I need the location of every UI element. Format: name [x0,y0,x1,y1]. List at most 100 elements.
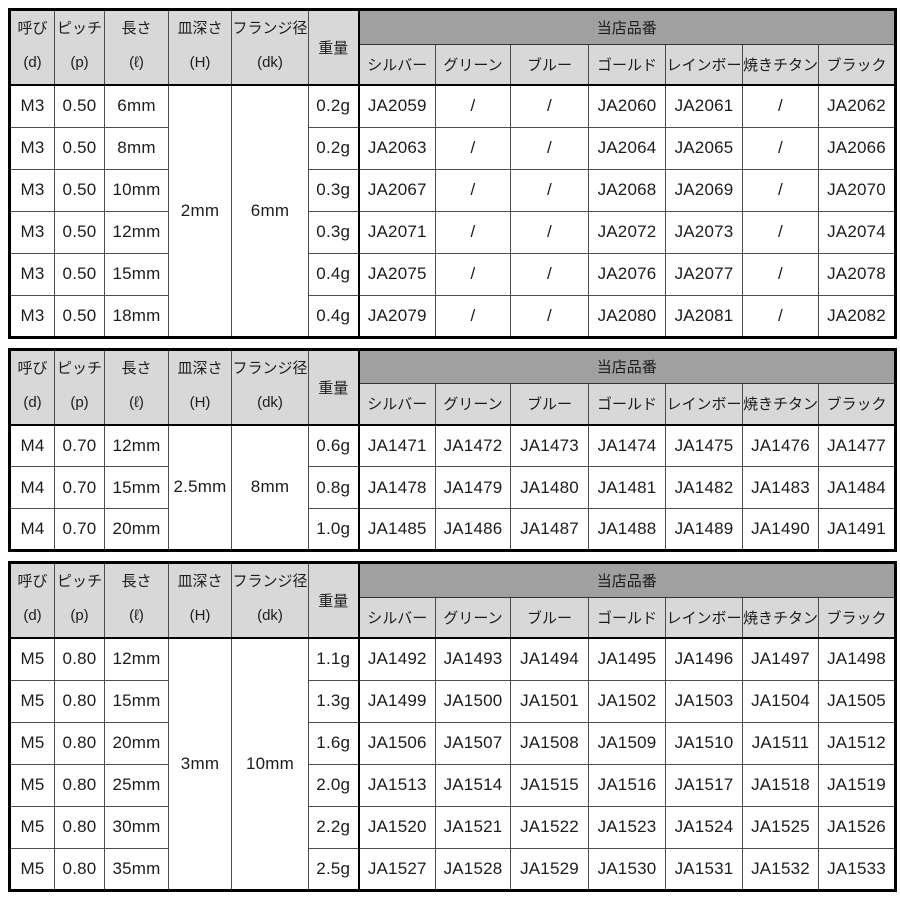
cell-product-code: JA1531 [665,847,743,891]
cell-product-code: JA1532 [742,847,819,891]
cell-product-code: JA1482 [665,466,743,509]
cell-length: 15mm [104,252,169,296]
cell-pitch: 0.80 [54,763,105,807]
header-color-1: グリーン [435,43,511,86]
header-length: 長さ (ℓ) [104,562,169,639]
header-dish-depth-label: 皿深さ [177,573,223,590]
header-nominal-dia: 呼び (d) [9,348,55,425]
cell-product-code: JA2076 [588,252,666,296]
cell-product-code: JA1524 [665,805,743,849]
table-row: M3 0.50 10mm 0.3g JA2067// JA2068 JA2069/JA207… [9,168,897,212]
cell-nominal-dia: M3 [9,126,55,170]
cell-length: 20mm [104,508,169,551]
cell-product-code: JA2078 [817,252,897,296]
header-nominal-dia-symbol: (d) [23,393,42,411]
table-row: M5 0.80 20mm 1.6g JA1506 JA1507 JA1508 JA1509 JA… [9,721,897,765]
header-row-2: シルバー グリーン ブルー ゴールド レインボー 焼きチタン ブラック [10,43,897,86]
cell-product-code: JA1530 [588,847,666,891]
cell-length: 12mm [104,210,169,254]
cell-product-code: JA2069 [665,168,743,212]
cell-product-code: JA1480 [510,466,589,509]
cell-product-code: JA2071 [357,210,436,254]
header-nominal-dia: 呼び (d) [9,562,55,639]
cell-nominal-dia: M5 [9,721,55,765]
cell-product-code: JA1489 [665,508,743,551]
table-row: M3 0.50 8mm 0.2g JA2063// JA2064 JA2065/JA2066 [9,126,897,170]
cell-product-code: JA1500 [435,679,511,723]
cell-weight: 2.5g [308,847,359,891]
table-header: 呼び (d) ピッチ (p) 長さ (ℓ) 皿深さ (H) フランジ径 (dk) 重量 当店品番 シルバ… [9,348,897,425]
cell-flange-dia-merged: 10mm [231,637,309,891]
header-nominal-dia-symbol: (d) [23,54,42,71]
header-pitch: ピッチ (p) [54,9,105,86]
cell-product-code: JA1488 [588,508,666,551]
header-color-0: シルバー [357,596,436,639]
cell-product-code: JA2081 [665,294,743,338]
cell-product-code: JA1514 [435,763,511,807]
header-length-symbol: (ℓ) [129,607,144,624]
header-flange-dia-symbol: (dk) [257,393,283,411]
cell-product-code: JA1481 [588,466,666,509]
header-color-5: 焼きチタン [742,43,819,86]
cell-pitch: 0.50 [54,252,105,296]
cell-nominal-dia: M5 [9,637,55,681]
header-nominal-dia-label: 呼び [17,359,48,377]
cell-product-code: JA2059 [357,84,436,128]
cell-weight: 0.3g [308,210,359,254]
cell-product-code: JA1501 [510,679,589,723]
cell-product-code: JA1526 [817,805,897,849]
header-color-2: ブルー [510,43,589,86]
header-dish-depth: 皿深さ (H) [168,562,232,639]
header-flange-dia-label: フランジ径 [232,359,308,377]
table-row: M3 0.50 12mm 0.3g JA2071// JA2072 JA2073/JA207… [9,210,897,254]
header-row-1: 呼び (d) ピッチ (p) 長さ (ℓ) 皿深さ (H) フランジ径 (dk) 重量 当店品番 [9,562,897,639]
cell-product-code: JA2079 [357,294,436,338]
cell-weight: 0.4g [308,294,359,338]
header-product-code-group: 当店品番 [357,562,897,598]
cell-product-code: JA1517 [665,763,743,807]
cell-product-code: / [435,168,511,212]
cell-length: 18mm [104,294,169,338]
cell-product-code: JA1495 [588,637,666,681]
cell-product-code: JA1497 [742,637,819,681]
cell-product-code: JA1492 [357,637,436,681]
header-weight: 重量 [308,562,359,639]
cell-product-code: JA2075 [357,252,436,296]
header-color-5: 焼きチタン [742,596,819,639]
header-weight: 重量 [308,9,359,86]
cell-flange-dia-merged: 6mm [231,84,309,338]
table-row: M3 0.50 18mm 0.4g JA2079// JA2080 JA2081/JA208… [9,294,897,338]
table-row: M5 0.80 15mm 1.3g JA1499 JA1500 JA1501 JA1502 JA… [9,679,897,723]
header-flange-dia-symbol: (dk) [257,607,283,624]
cell-product-code: / [742,294,819,338]
cell-product-code: / [742,84,819,128]
cell-product-code: JA1471 [357,423,436,467]
table-row: M4 0.70 12mm 2.5mm 8mm 0.6g JA1471 JA1472 JA1473… [9,423,897,551]
cell-length: 12mm [104,637,169,681]
cell-product-code: JA1509 [588,721,666,765]
table-row: M5 0.80 25mm 2.0g JA1513 JA1514 JA1515 JA1516 JA… [9,763,897,807]
cell-product-code: / [435,84,511,128]
header-length: 長さ (ℓ) [104,9,169,86]
header-flange-dia-label: フランジ径 [232,573,308,590]
cell-nominal-dia: M5 [9,805,55,849]
cell-weight: 0.6g [308,423,359,467]
header-dish-depth-label: 皿深さ [177,359,223,377]
cell-product-code: JA1502 [588,679,666,723]
header-row-1: 呼び (d) ピッチ (p) 長さ (ℓ) 皿深さ (H) フランジ径 (dk) 重量 当店品番 [9,9,897,86]
cell-weight: 2.2g [308,805,359,849]
header-color-6: ブラック [817,383,897,425]
cell-product-code: JA2062 [817,84,897,128]
header-pitch-symbol: (p) [70,54,89,71]
header-length: 長さ (ℓ) [104,348,169,425]
header-dish-depth: 皿深さ (H) [168,348,232,425]
header-color-0: シルバー [357,383,436,425]
header-pitch-label: ピッチ [56,20,102,37]
cell-product-code: JA1483 [742,466,819,509]
cell-product-code: / [435,294,511,338]
cell-nominal-dia: M3 [9,84,55,128]
header-color-1: グリーン [435,383,511,425]
cell-product-code: / [435,252,511,296]
header-color-3: ゴールド [588,383,666,425]
